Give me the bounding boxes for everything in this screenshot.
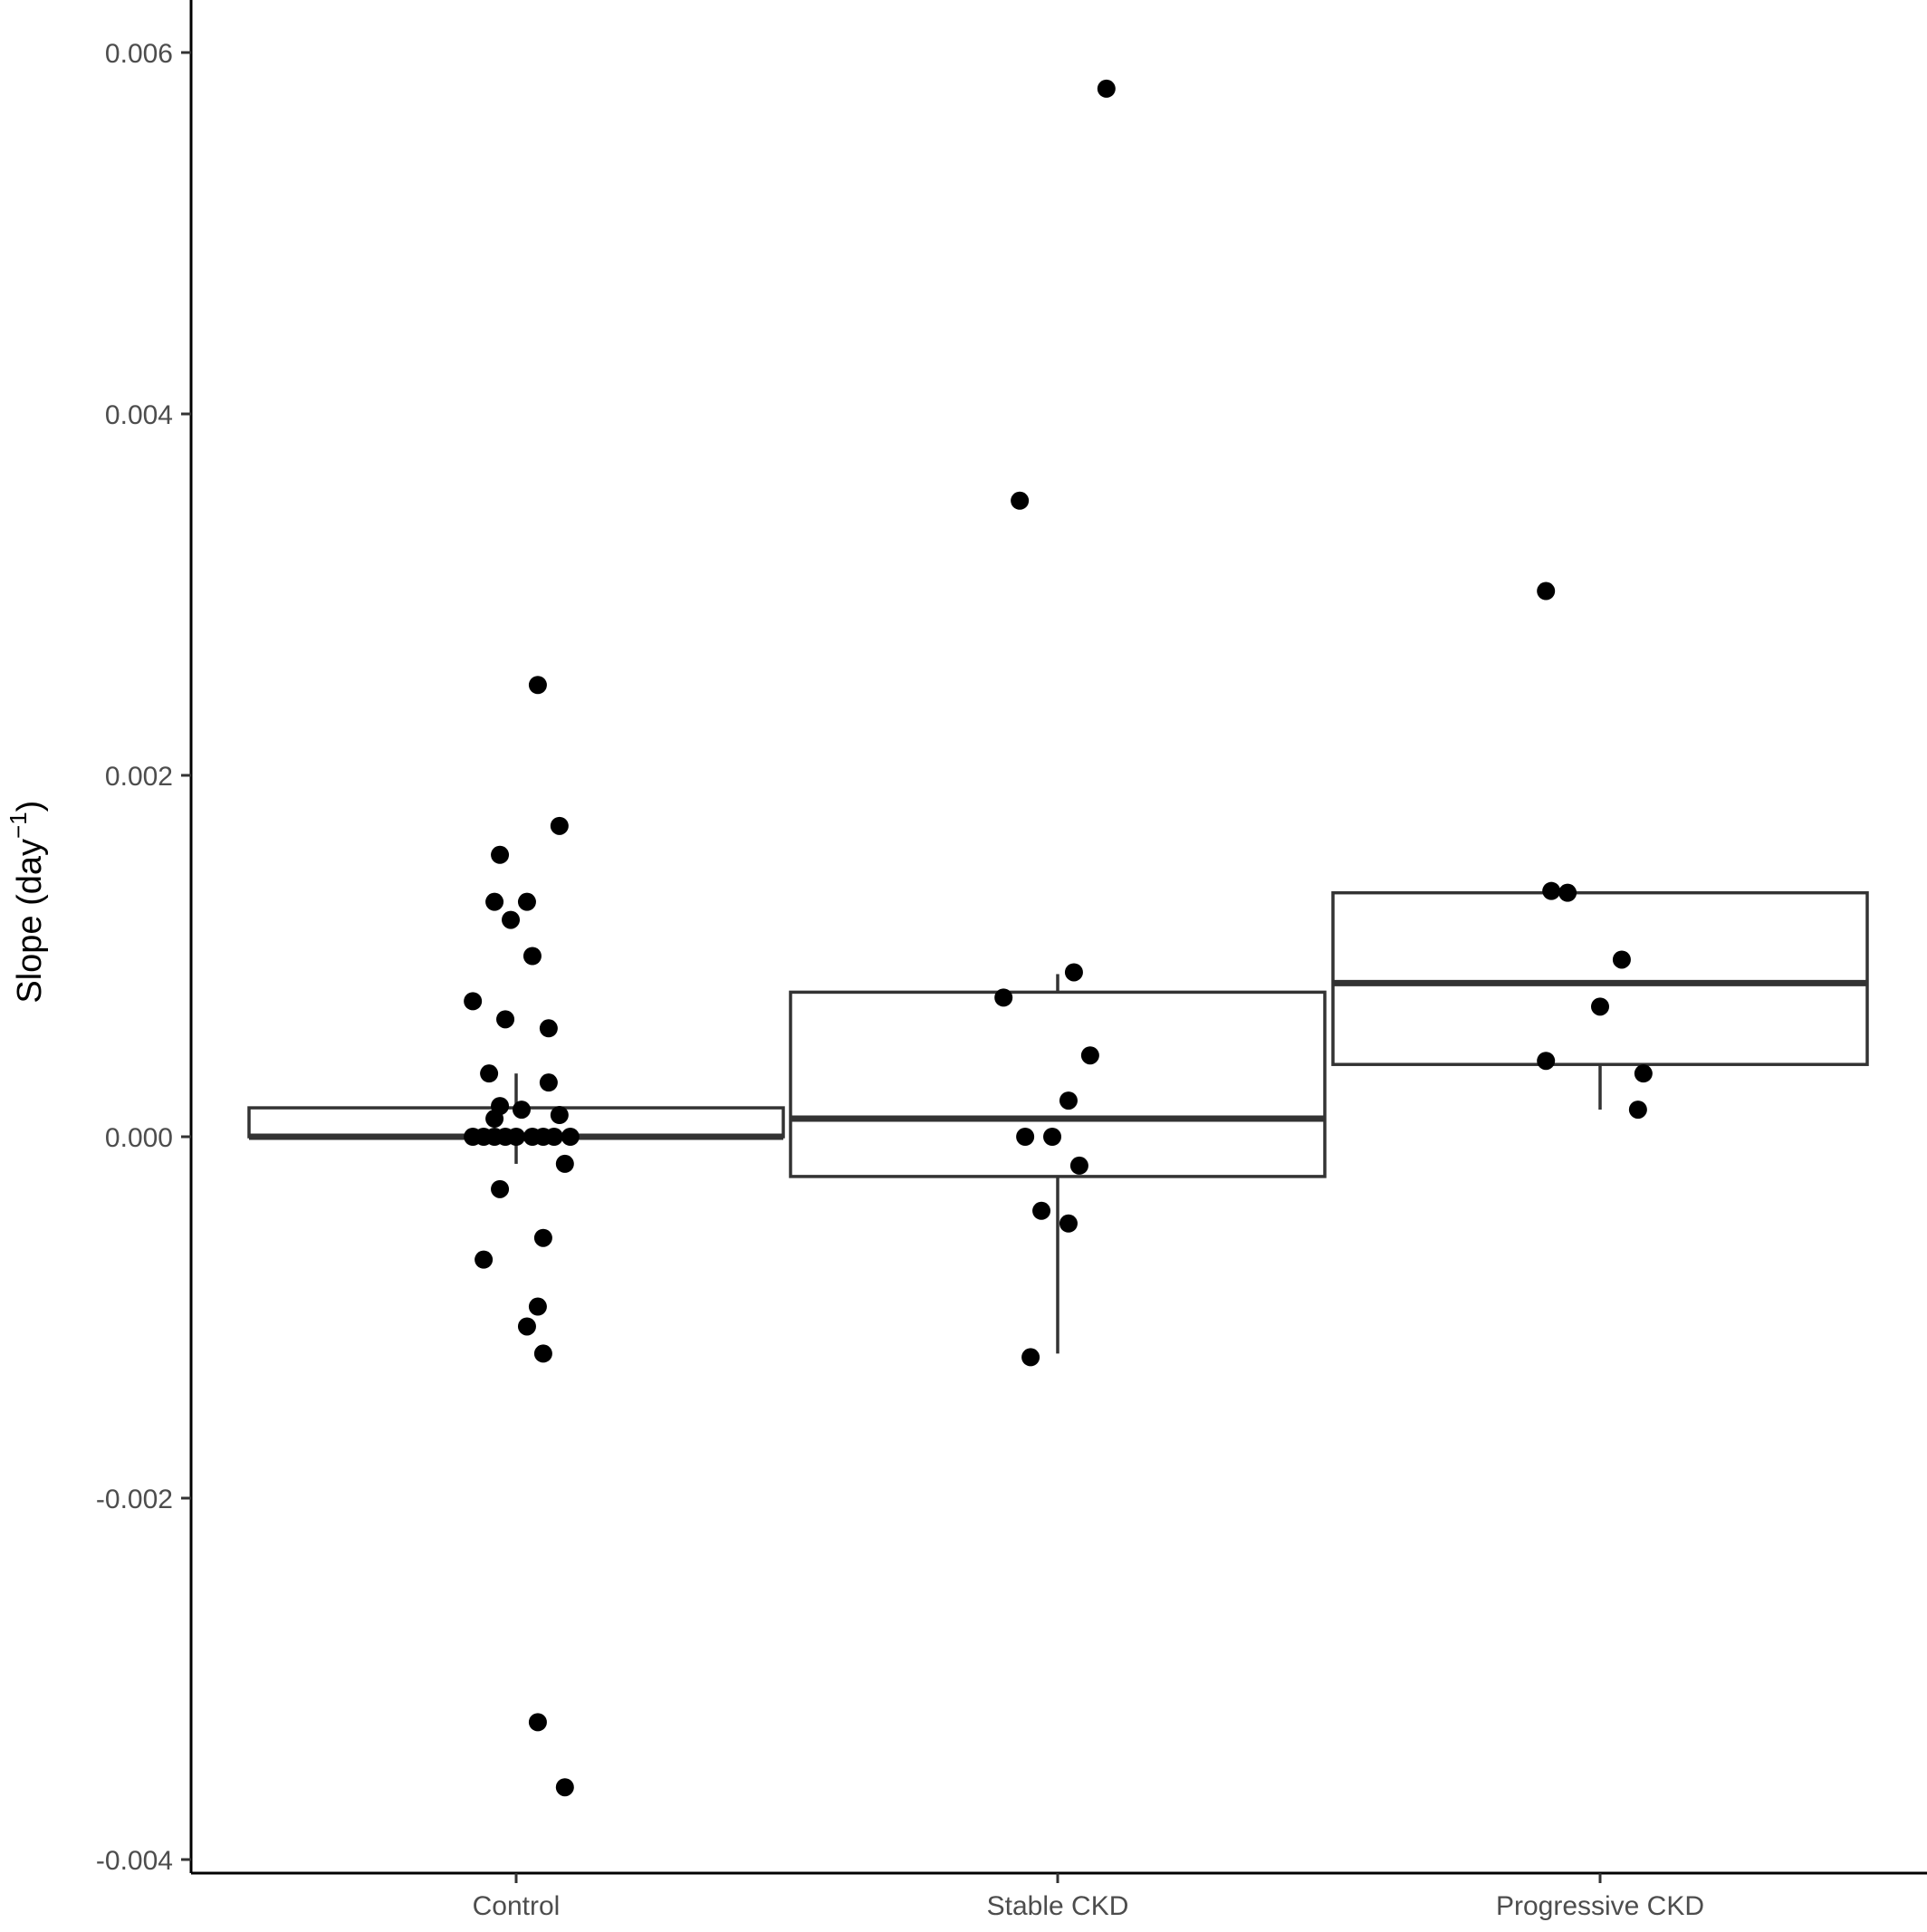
data-point — [550, 816, 569, 835]
data-point — [485, 1110, 504, 1129]
boxes-layer — [247, 890, 1869, 1354]
y-tick-label: 0.000 — [105, 1123, 173, 1153]
data-point — [528, 676, 547, 695]
data-point — [1558, 883, 1577, 902]
data-point — [491, 1179, 510, 1198]
data-point — [561, 1128, 580, 1146]
box-iqr — [789, 990, 1327, 1178]
data-point — [507, 1128, 525, 1146]
x-tick-label: Control — [473, 1891, 561, 1921]
data-point — [539, 1019, 558, 1038]
data-point — [522, 947, 542, 966]
data-point — [517, 1317, 536, 1336]
data-point — [994, 988, 1013, 1007]
data-point — [555, 1154, 574, 1173]
y-tick-label: 0.002 — [105, 762, 173, 792]
data-point — [1537, 1052, 1556, 1071]
box-iqr — [1331, 890, 1869, 1066]
data-point — [1628, 1101, 1647, 1120]
data-point — [1542, 881, 1561, 900]
data-point — [1011, 491, 1030, 510]
y-axis-title-superscript: −1 — [5, 812, 32, 839]
data-point — [544, 1128, 563, 1146]
y-tick-label: 0.006 — [105, 39, 173, 69]
y-axis-title: Slope (day−1) — [5, 801, 49, 1004]
data-point — [1634, 1064, 1653, 1083]
data-point — [480, 1064, 499, 1083]
data-point — [1032, 1201, 1051, 1220]
data-point — [1016, 1128, 1035, 1146]
data-point — [528, 1297, 547, 1316]
box-group — [1331, 890, 1869, 1110]
y-tick-label: -0.004 — [96, 1846, 173, 1876]
data-point — [1069, 1156, 1088, 1175]
y-tick-label: -0.002 — [96, 1485, 173, 1514]
data-point — [512, 1101, 531, 1120]
data-point — [1537, 582, 1556, 601]
data-point — [1021, 1348, 1040, 1367]
data-point — [502, 910, 521, 929]
data-point — [1064, 963, 1083, 982]
data-point — [496, 1010, 515, 1029]
data-point — [539, 1073, 558, 1092]
data-point — [555, 1778, 574, 1797]
data-point — [491, 845, 510, 864]
box-group — [789, 974, 1327, 1354]
data-point — [1591, 997, 1609, 1016]
axes-layer: -0.004 -0.002 0.000 0.002 0.004 0.006 Control S… — [96, 0, 1927, 1921]
data-point — [533, 1228, 552, 1247]
x-tick-label: Progressive CKD — [1496, 1891, 1704, 1921]
data-point — [1059, 1214, 1078, 1233]
y-tick-label: 0.004 — [105, 400, 173, 430]
data-point — [1059, 1091, 1078, 1110]
data-point — [1043, 1128, 1062, 1146]
y-axis-title-suffix: ) — [11, 801, 49, 812]
data-point — [550, 1106, 569, 1125]
data-point — [517, 892, 536, 911]
data-point — [1097, 79, 1116, 98]
data-point — [528, 1713, 547, 1732]
data-point — [475, 1250, 494, 1269]
points-layer — [464, 79, 1653, 1797]
data-point — [533, 1344, 552, 1363]
data-point — [464, 992, 483, 1011]
y-axis-title-main: Slope (day — [11, 839, 49, 1004]
x-tick-label: Stable CKD — [987, 1891, 1129, 1921]
data-point — [485, 892, 504, 911]
data-point — [1080, 1046, 1099, 1065]
data-point — [1612, 950, 1631, 969]
